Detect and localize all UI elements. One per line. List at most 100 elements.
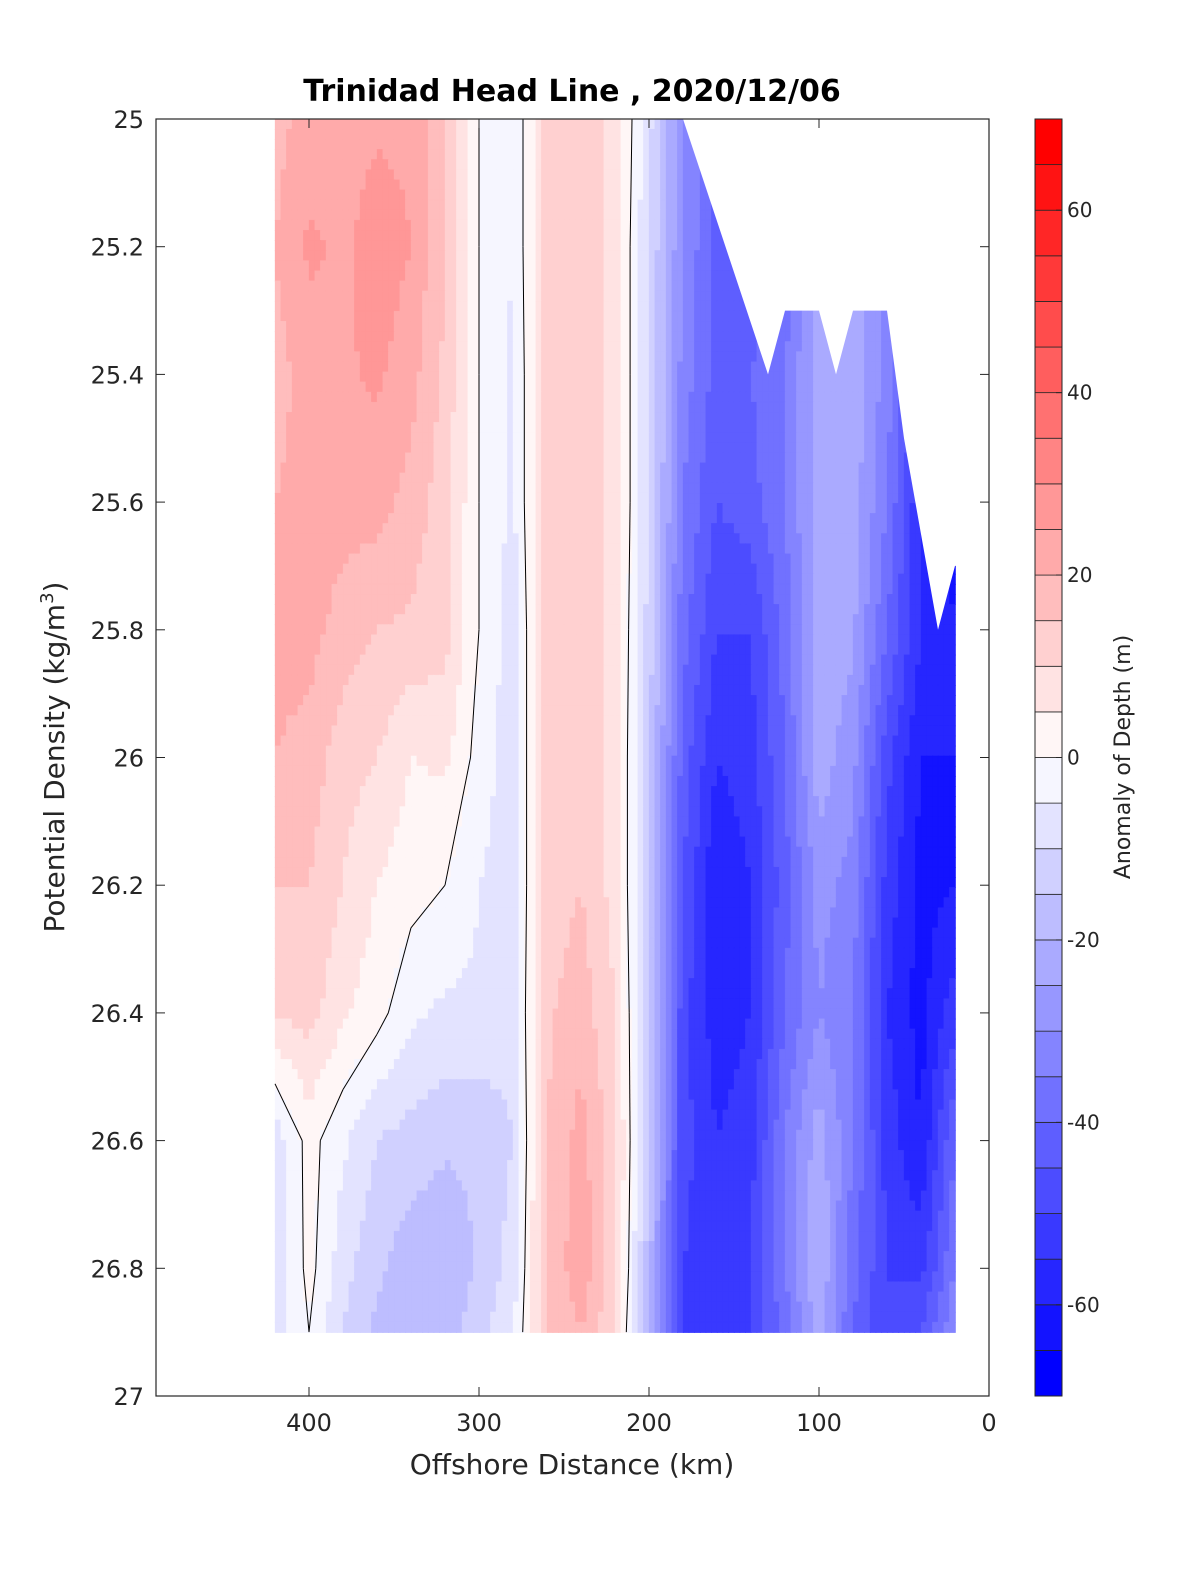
field-cell: [801, 503, 809, 515]
field-cell: [688, 401, 696, 413]
field-cell: [558, 513, 565, 525]
field-cell: [892, 401, 900, 413]
field-cell: [399, 513, 407, 525]
field-cell: [569, 219, 577, 231]
field-cell: [433, 290, 441, 302]
field-cell: [320, 300, 327, 312]
field-cell: [337, 209, 344, 221]
field-cell: [626, 361, 633, 373]
field-cell: [342, 149, 350, 161]
field-cell: [371, 452, 378, 464]
field-cell: [665, 371, 673, 383]
field-cell: [433, 472, 441, 484]
field-cell: [603, 523, 611, 535]
field-cell: [835, 432, 843, 444]
field-cell: [314, 381, 322, 393]
field-cell: [728, 472, 735, 484]
field-cell: [433, 119, 441, 130]
field-cell: [705, 351, 713, 363]
field-cell: [603, 401, 611, 413]
field-cell: [354, 452, 361, 464]
field-cell: [716, 310, 724, 322]
field-cell: [609, 179, 616, 191]
field-cell: [439, 209, 446, 221]
field-cell: [399, 260, 407, 272]
field-cell: [467, 442, 475, 454]
field-cell: [331, 462, 339, 474]
field-cell: [365, 230, 373, 242]
field-cell: [331, 280, 339, 292]
field-cell: [376, 452, 384, 464]
field-cell: [314, 452, 322, 464]
field-cell: [541, 119, 548, 130]
field-cell: [541, 250, 548, 262]
field-cell: [297, 290, 305, 302]
field-cell: [750, 361, 758, 373]
field-cell: [286, 503, 293, 515]
field-cell: [716, 492, 724, 504]
field-cell: [841, 482, 849, 494]
field-cell: [433, 331, 441, 343]
field-cell: [280, 482, 288, 494]
field-cell: [490, 128, 497, 140]
field-cell: [461, 401, 469, 413]
field-cell: [892, 442, 900, 454]
field-cell: [303, 513, 310, 525]
field-cell: [665, 260, 673, 272]
field-cell: [422, 341, 429, 353]
field-cell: [552, 230, 560, 242]
field-cell: [280, 300, 288, 312]
field-cell: [745, 371, 752, 383]
field-cell: [541, 482, 548, 494]
field-cell: [694, 280, 701, 292]
field-cell: [620, 482, 628, 494]
field-cell: [575, 492, 582, 504]
field-cell: [439, 199, 446, 211]
field-cell: [535, 452, 543, 464]
field-cell: [682, 199, 690, 211]
field-cell: [405, 351, 412, 363]
field-cell: [569, 139, 577, 151]
field-cell: [427, 331, 435, 343]
field-cell: [376, 422, 384, 434]
field-cell: [558, 240, 565, 252]
field-cell: [467, 219, 475, 231]
field-cell: [416, 321, 424, 333]
field-cell: [524, 371, 531, 383]
field-cell: [433, 179, 441, 191]
field-cell: [824, 452, 832, 464]
field-cell: [864, 492, 871, 504]
field-cell: [665, 321, 673, 333]
field-cell: [286, 199, 293, 211]
field-cell: [405, 139, 412, 151]
field-cell: [705, 432, 713, 444]
field-cell: [354, 391, 361, 403]
field-cell: [750, 492, 758, 504]
field-cell: [280, 452, 288, 464]
field-cell: [348, 331, 356, 343]
field-cell: [461, 341, 469, 353]
field-cell: [569, 280, 577, 292]
field-cell: [303, 492, 310, 504]
field-cell: [303, 351, 310, 363]
field-cell: [484, 128, 492, 140]
field-cell: [869, 361, 877, 373]
field-cell: [682, 230, 690, 242]
field-cell: [416, 128, 424, 140]
field-cell: [529, 240, 537, 252]
field-cell: [546, 523, 554, 535]
field-cell: [478, 422, 486, 434]
field-cell: [529, 209, 537, 221]
field-cell: [552, 472, 560, 484]
field-cell: [603, 209, 611, 221]
field-cell: [422, 119, 429, 130]
field-cell: [705, 523, 713, 535]
field-cell: [354, 331, 361, 343]
field-cell: [762, 503, 769, 515]
field-cell: [342, 513, 350, 525]
field-cell: [728, 310, 735, 322]
field-cell: [643, 381, 650, 393]
field-cell: [512, 300, 520, 312]
field-cell: [456, 513, 463, 525]
field-cell: [342, 361, 350, 373]
